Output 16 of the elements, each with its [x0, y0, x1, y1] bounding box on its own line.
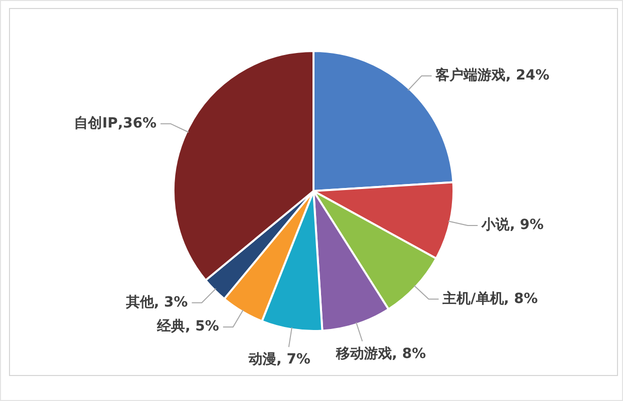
data-label: , 7% — [276, 352, 310, 368]
slice-label: 客户端游戏 — [434, 66, 506, 84]
slice-label: 主机/单机 — [442, 290, 504, 307]
data-label: , 9% — [510, 217, 544, 234]
slice-label: 经典 — [156, 318, 186, 335]
data-label: , 5% — [185, 318, 220, 335]
data-label: , 3% — [154, 294, 188, 310]
slice-label: 动漫 — [247, 352, 276, 368]
slice-label: 自创IP — [74, 115, 118, 132]
data-label: , 24% — [506, 67, 550, 84]
slice-label: 小说 — [480, 217, 511, 234]
slice-label: 移动游戏 — [334, 346, 392, 362]
data-label: ,36% — [118, 115, 157, 132]
slice-label: 其他 — [124, 294, 155, 310]
data-label: , 8% — [392, 346, 426, 362]
data-label: , 8% — [504, 290, 538, 307]
